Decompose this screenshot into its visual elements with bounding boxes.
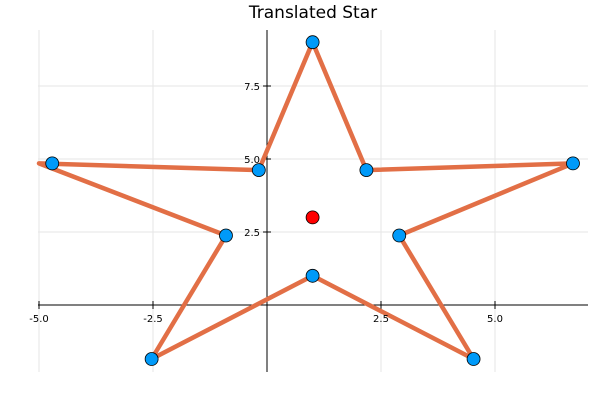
- star-vertex-point-2: [566, 156, 580, 171]
- star-vertex-point-9: [251, 163, 266, 177]
- star-vertex-point-1: [359, 163, 374, 177]
- star-vertex-point-0: [305, 35, 320, 50]
- chart-title: Translated Star: [248, 3, 377, 23]
- y-tick-label-1: 2.5: [244, 228, 260, 239]
- star-vertex-point-7: [219, 228, 233, 243]
- axes: [38, 30, 588, 372]
- y-tick-label-3: 7.5: [244, 82, 260, 93]
- y-tick-label-2: 5.0: [244, 155, 260, 166]
- x-tick-label-3: 2.5: [373, 314, 389, 325]
- tick-labels: -5.0 -2.5 2.5 5.0 2.5 5.0 7.5: [29, 82, 503, 325]
- star-vertex-point-5: [305, 268, 320, 283]
- star-vertex-point-8: [45, 156, 60, 171]
- star-vertex-point-3: [392, 228, 407, 243]
- star-vertex-point-6: [144, 352, 159, 366]
- center-point: [305, 210, 320, 225]
- x-tick-label-1: -2.5: [143, 314, 163, 325]
- star-vertex-point-4: [466, 352, 481, 366]
- x-tick-label-0: -5.0: [29, 314, 49, 325]
- x-tick-label-4: 5.0: [487, 314, 503, 325]
- series: [36, 35, 580, 366]
